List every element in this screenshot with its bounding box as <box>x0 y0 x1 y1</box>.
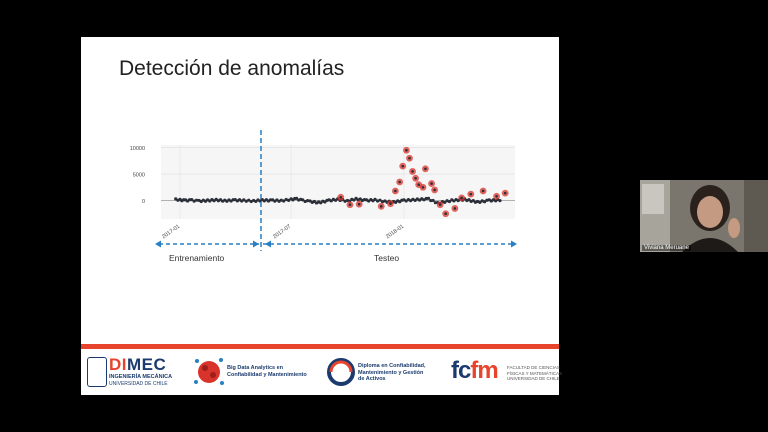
normal-point <box>343 199 347 203</box>
normal-point <box>244 199 248 203</box>
anomaly-point-core <box>411 170 414 173</box>
normal-point <box>373 197 377 201</box>
normal-point <box>249 199 253 204</box>
anomaly-point-core <box>401 164 405 168</box>
participant-name: Viviana Meruane <box>642 245 691 251</box>
diploma-emblem-icon <box>327 358 355 386</box>
footer-logos: DIMEC INGENIERÍA MECÁNICA UNIVERSIDAD DE… <box>81 349 563 395</box>
normal-point <box>426 196 431 200</box>
anomaly-series <box>337 146 509 218</box>
anomaly-point-core <box>503 191 507 195</box>
normal-point <box>482 200 487 204</box>
fcfm-logo: fcfm FACULTAD DE CIENCIAS FÍSICAS Y MATEM… <box>451 357 563 384</box>
normal-point <box>194 198 199 202</box>
y-tick-label: 10000 <box>130 146 145 152</box>
normal-point <box>301 198 305 202</box>
normal-point <box>429 198 433 203</box>
normal-point <box>247 198 251 202</box>
normal-point <box>443 200 447 205</box>
chart-grid <box>161 145 515 219</box>
test-arrow <box>263 240 517 248</box>
normal-point <box>352 198 356 202</box>
x-tick-label: 2017-01 <box>161 224 181 240</box>
normal-point <box>375 199 380 203</box>
normal-point <box>192 199 196 203</box>
anomaly-point-core <box>394 189 397 193</box>
participant-video-feed <box>640 180 768 252</box>
x-tick-label: 2018-01 <box>385 224 405 240</box>
anomaly-point-core <box>469 192 473 196</box>
university-seal-icon <box>87 357 107 387</box>
anomaly-point-core <box>398 180 401 184</box>
diploma-logo: Diploma en Confiabilidad, Mantenimiento y… <box>326 355 436 389</box>
normal-point <box>380 200 385 204</box>
y-tick-label: 0 <box>142 199 145 205</box>
anomaly-point-core <box>421 185 425 189</box>
anomaly-point-core <box>417 183 420 186</box>
anomaly-point-core <box>424 167 427 171</box>
normal-point <box>485 198 489 202</box>
slide-title: Detección de anomalías <box>119 57 345 80</box>
x-tick-label: 2017-07 <box>272 224 292 240</box>
anomaly-point-core <box>495 194 498 198</box>
normal-point <box>498 199 502 203</box>
normal-point <box>433 201 437 205</box>
anomaly-chart: 10000 5000 0 2017-01 2017-07 2018-01 Entrena… <box>130 130 517 263</box>
normal-point <box>303 199 307 204</box>
train-label: Entrenamiento <box>169 253 225 263</box>
normal-point <box>306 199 310 203</box>
anomaly-point-core <box>405 148 408 152</box>
anomaly-point-core <box>408 156 411 160</box>
anomaly-point-core <box>389 202 392 205</box>
y-axis-ticks: 10000 5000 0 <box>130 146 145 205</box>
y-tick-label: 5000 <box>133 173 145 179</box>
big-data-logo: Big Data Analytics en Confiabilidad y Man… <box>193 355 308 389</box>
footer-accent-bar <box>81 344 559 349</box>
normal-point <box>279 198 283 202</box>
anomaly-point-core <box>460 196 463 200</box>
anomaly-point-core <box>339 196 343 199</box>
anomaly-point-core <box>433 188 436 192</box>
anomaly-point-core <box>414 177 417 180</box>
anomaly-point-core <box>348 203 352 207</box>
normal-point <box>431 198 435 203</box>
normal-point <box>478 200 482 204</box>
anomaly-point-core <box>379 205 383 208</box>
normal-point <box>447 199 452 204</box>
dimec-logo: DIMEC INGENIERÍA MECÁNICA UNIVERSIDAD DE… <box>87 355 191 389</box>
train-arrow <box>155 240 259 248</box>
plot-area <box>161 145 515 219</box>
normal-point <box>242 198 246 202</box>
anomaly-point-core <box>430 182 433 185</box>
network-icon <box>194 358 224 385</box>
normal-point <box>282 199 286 203</box>
presentation-slide: Detección de anomalías 10000 5000 0 2017-0… <box>81 37 563 395</box>
anomaly-point-core <box>453 207 457 210</box>
participant-video[interactable]: Viviana Meruane <box>640 180 768 252</box>
x-axis-ticks: 2017-01 2017-07 2018-01 <box>161 224 405 240</box>
anomaly-point-core <box>357 202 361 206</box>
normal-point <box>190 198 194 202</box>
normal-point <box>378 198 382 202</box>
anomaly-point-core <box>438 203 442 207</box>
test-label: Testeo <box>374 253 399 263</box>
anomaly-point-core <box>444 212 447 216</box>
normal-point <box>284 197 288 202</box>
anomaly-point-core <box>481 189 485 193</box>
normal-point <box>287 198 291 202</box>
